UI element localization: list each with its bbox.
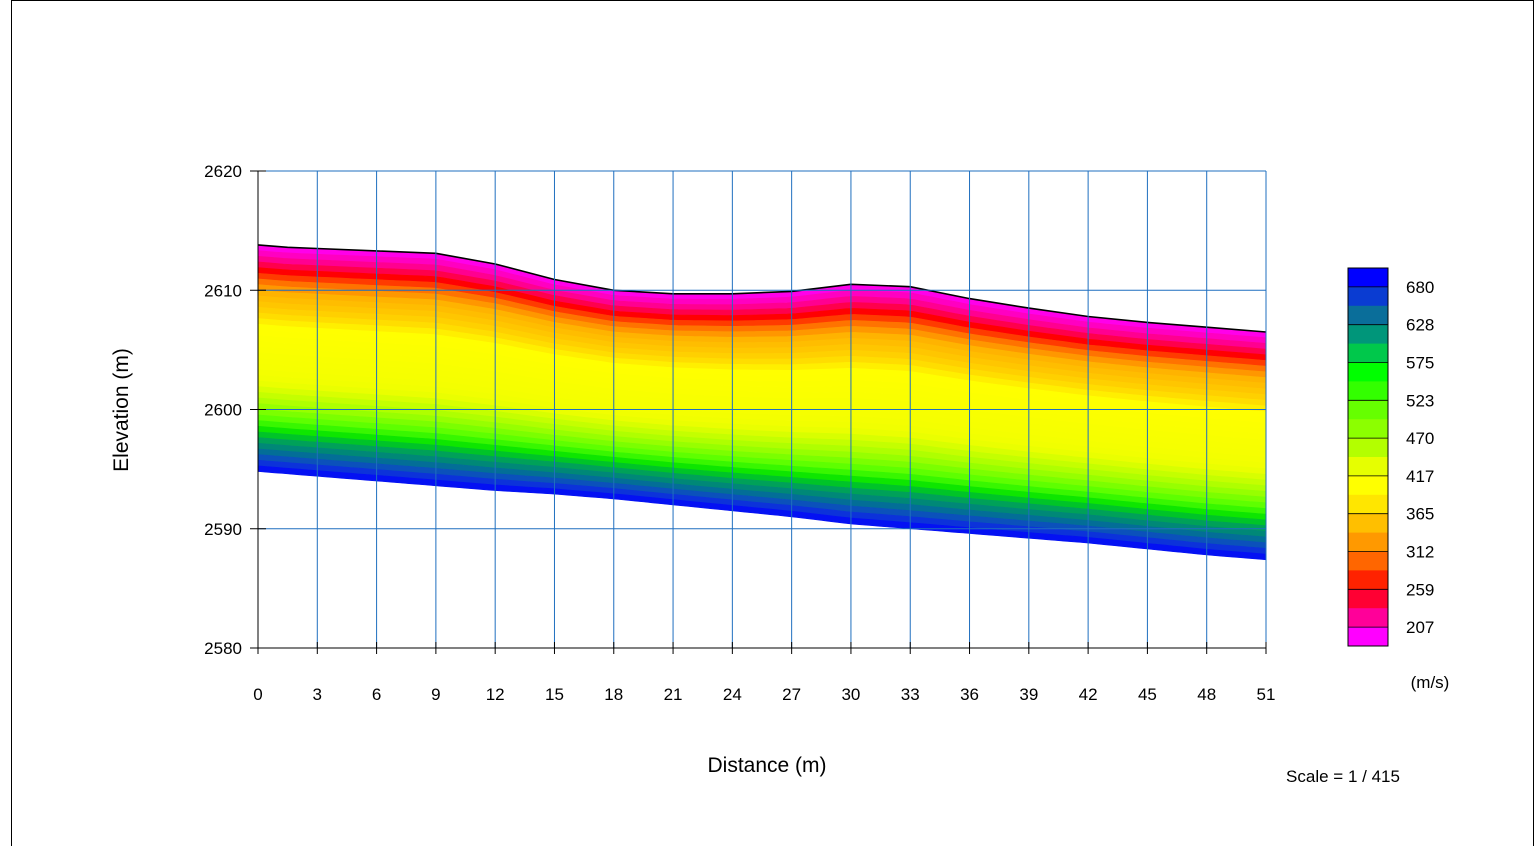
x-tick-label: 15 bbox=[545, 685, 564, 704]
legend-swatch bbox=[1348, 305, 1388, 326]
legend-swatch bbox=[1348, 362, 1388, 382]
x-tick-label: 9 bbox=[431, 685, 440, 704]
x-tick-label: 45 bbox=[1138, 685, 1157, 704]
legend-swatch bbox=[1348, 400, 1388, 420]
legend-swatch bbox=[1348, 494, 1388, 515]
x-tick-label: 27 bbox=[782, 685, 801, 704]
x-tick-label: 36 bbox=[960, 685, 979, 704]
y-tick-label: 2600 bbox=[204, 401, 242, 420]
x-tick-label: 48 bbox=[1197, 685, 1216, 704]
legend-swatch bbox=[1348, 608, 1388, 628]
legend-label: 575 bbox=[1406, 354, 1434, 373]
scale-label: Scale = 1 / 415 bbox=[1286, 767, 1400, 786]
y-tick-label: 2590 bbox=[204, 520, 242, 539]
legend-unit: (m/s) bbox=[1411, 673, 1450, 692]
legend-swatch bbox=[1348, 381, 1388, 401]
legend-swatch bbox=[1348, 419, 1388, 439]
legend-label: 628 bbox=[1406, 316, 1434, 335]
legend-swatch bbox=[1348, 532, 1388, 552]
velocity-fill bbox=[257, 244, 1267, 561]
x-axis-title: Distance (m) bbox=[707, 754, 826, 777]
legend-label: 523 bbox=[1406, 391, 1434, 410]
legend-swatch bbox=[1348, 457, 1388, 477]
legend-swatch bbox=[1348, 268, 1388, 288]
x-tick-label: 33 bbox=[901, 685, 920, 704]
legend-swatch bbox=[1348, 551, 1388, 571]
legend-swatch bbox=[1348, 570, 1388, 590]
x-tick-label: 0 bbox=[253, 685, 262, 704]
legend: 680 628 575 523 470 417 365 312 259 207 bbox=[1347, 267, 1434, 647]
x-tick-labels: 0 3 6 9 12 15 18 21 24 27 30 33 36 39 42 45 48 51 bbox=[253, 685, 1275, 704]
legend-label: 259 bbox=[1406, 580, 1434, 599]
legend-label: 680 bbox=[1406, 278, 1434, 297]
legend-label: 365 bbox=[1406, 505, 1434, 524]
legend-label: 312 bbox=[1406, 543, 1434, 562]
y-tick-label: 2610 bbox=[204, 281, 242, 300]
y-tick-labels: 2580 2590 2600 2610 2620 bbox=[204, 162, 242, 658]
x-tick-label: 39 bbox=[1019, 685, 1038, 704]
chart-frame bbox=[11, 0, 1534, 846]
x-tick-label: 42 bbox=[1079, 685, 1098, 704]
x-tick-label: 24 bbox=[723, 685, 742, 704]
x-tick-label: 18 bbox=[604, 685, 623, 704]
legend-swatch bbox=[1348, 513, 1388, 534]
x-tick-label: 21 bbox=[664, 685, 683, 704]
legend-label: 470 bbox=[1406, 429, 1434, 448]
y-tick-label: 2620 bbox=[204, 162, 242, 181]
legend-border bbox=[1347, 267, 1389, 647]
legend-swatch bbox=[1348, 438, 1388, 458]
legend-swatch bbox=[1348, 475, 1388, 496]
legend-swatch bbox=[1348, 286, 1388, 307]
legend-swatch bbox=[1348, 343, 1388, 363]
legend-swatch bbox=[1348, 589, 1388, 609]
legend-swatch bbox=[1348, 627, 1388, 647]
y-axis-title: Elevation (m) bbox=[110, 348, 133, 472]
legend-label: 417 bbox=[1406, 467, 1434, 486]
axes bbox=[250, 170, 1267, 654]
x-tick-label: 51 bbox=[1257, 685, 1276, 704]
x-tick-label: 6 bbox=[372, 685, 381, 704]
grid bbox=[258, 170, 1267, 648]
legend-swatch bbox=[1348, 324, 1388, 345]
x-tick-label: 30 bbox=[841, 685, 860, 704]
x-tick-label: 3 bbox=[313, 685, 322, 704]
y-tick-label: 2580 bbox=[204, 639, 242, 658]
legend-label: 207 bbox=[1406, 618, 1434, 637]
x-tick-label: 12 bbox=[486, 685, 505, 704]
